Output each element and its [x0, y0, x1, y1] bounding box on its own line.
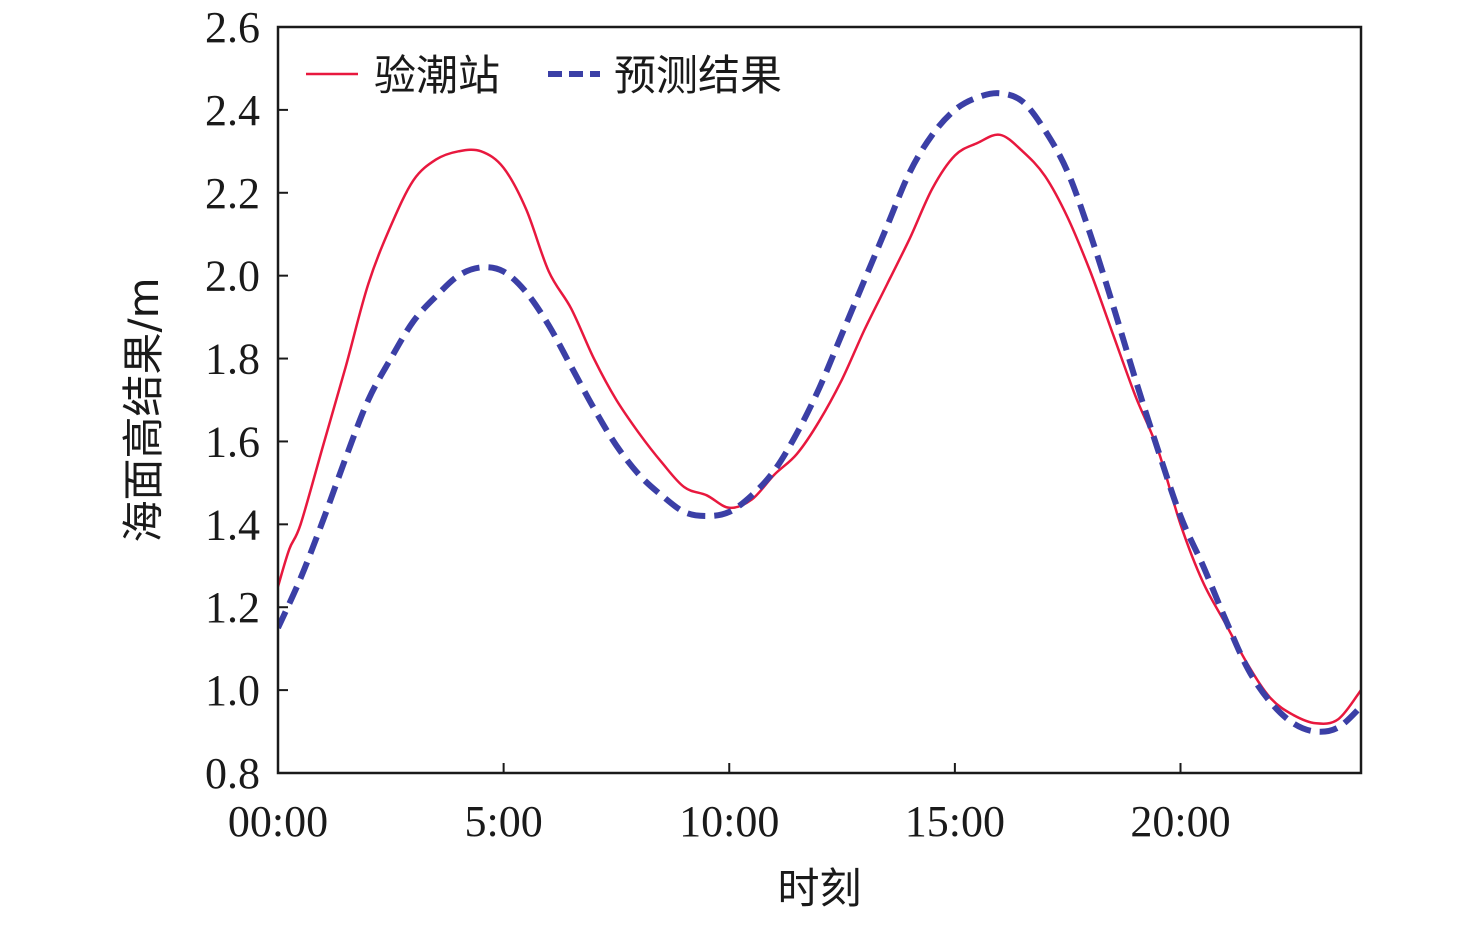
- x-axis: 00:00 5:00 10:00 15:00 20:00: [228, 763, 1231, 846]
- y-tick-label: 2.6: [205, 3, 260, 52]
- y-tick-label: 1.4: [205, 500, 260, 549]
- y-tick-label: 1.6: [205, 417, 260, 466]
- x-tick-label: 15:00: [905, 797, 1005, 846]
- x-axis-title: 时刻: [777, 864, 861, 913]
- series-line-1: [278, 133, 1361, 725]
- legend: 验潮站 预测结果: [306, 51, 782, 100]
- x-tick-label: 10:00: [679, 797, 779, 846]
- y-tick-label: 1.2: [205, 583, 260, 632]
- y-tick-label: 2.2: [205, 169, 260, 218]
- y-axis: 0.8 1.0 1.2 1.4 1.6 1.8 2.0 2.2 2.4 2.6: [205, 3, 288, 798]
- y-tick-label: 0.8: [205, 749, 260, 798]
- y-tick-label: 1.0: [205, 666, 260, 715]
- plot-area-frame: [276, 25, 1363, 775]
- y-tick-label: 1.8: [205, 335, 260, 384]
- y-tick-label: 2.0: [205, 252, 260, 301]
- x-tick-label: 5:00: [465, 797, 543, 846]
- x-tick-label: 20:00: [1130, 797, 1230, 846]
- series-line-2: [278, 90, 1361, 735]
- legend-label-2: 预测结果: [614, 51, 782, 100]
- x-tick-label: 00:00: [228, 797, 328, 846]
- series-layer: [278, 90, 1361, 735]
- y-axis-title: 海面高结果/m: [119, 277, 168, 542]
- y-tick-label: 2.4: [205, 86, 260, 135]
- legend-label-1: 验潮站: [374, 51, 500, 100]
